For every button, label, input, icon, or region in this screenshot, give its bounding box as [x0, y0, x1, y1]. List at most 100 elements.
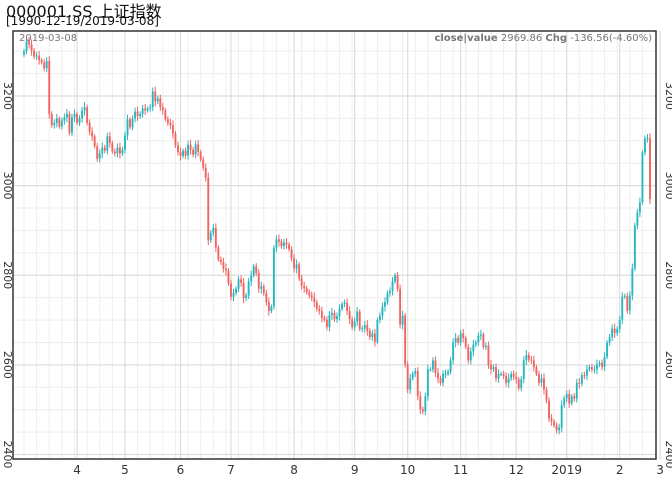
candle-body	[505, 376, 508, 383]
candle-body	[265, 293, 268, 303]
candle-body	[308, 292, 311, 296]
value-readout: close|value 2969.86 Chg -136.56(-4.60%)	[434, 33, 652, 44]
candle-body	[88, 122, 91, 132]
candle-body	[108, 136, 111, 144]
candle-body	[121, 149, 124, 154]
candle-body	[447, 371, 450, 374]
candle-body	[530, 359, 533, 361]
candles	[23, 37, 651, 435]
candle-body	[464, 337, 467, 347]
candle-body	[177, 145, 179, 153]
candle-body	[484, 345, 487, 347]
candle-body	[520, 379, 523, 389]
candle-body	[202, 159, 205, 168]
candle-body	[197, 144, 200, 153]
candle-body	[575, 382, 578, 399]
candle-body	[285, 242, 288, 245]
candle-body	[328, 315, 331, 328]
candle-body	[212, 227, 215, 233]
candle-body	[267, 302, 270, 312]
candle-body	[601, 363, 603, 367]
y-tick-label-right: 2400	[663, 441, 672, 469]
candle-body	[495, 367, 497, 379]
candle-body	[583, 375, 586, 377]
candle-body	[38, 55, 41, 61]
candle-body	[305, 288, 308, 293]
candle-body	[325, 319, 328, 328]
x-tick-label: 9	[351, 463, 359, 477]
candle-body	[81, 110, 84, 119]
candle-body	[164, 110, 167, 120]
candle-body	[227, 270, 230, 284]
candle-body	[204, 167, 207, 178]
candle-body	[293, 258, 296, 269]
plot-frame	[12, 30, 657, 460]
candle-body	[469, 351, 472, 361]
candle-body	[214, 227, 217, 248]
candle-body	[156, 98, 159, 102]
candle-body	[224, 268, 227, 271]
candle-body	[68, 113, 71, 133]
candle-body	[439, 378, 442, 383]
candle-body	[217, 247, 220, 260]
candle-body	[171, 125, 174, 134]
grid	[13, 31, 661, 459]
candle-body	[58, 118, 61, 127]
candle-body	[126, 119, 129, 136]
candle-body	[230, 283, 232, 297]
candle-body	[598, 363, 601, 365]
candle-body	[616, 329, 619, 334]
candle-body	[111, 143, 114, 152]
candle-body	[563, 398, 566, 406]
candle-body	[134, 111, 137, 119]
candle-body	[608, 337, 611, 343]
candle-body	[585, 369, 588, 376]
candle-body	[252, 266, 255, 276]
candle-body	[35, 55, 38, 57]
candle-body	[409, 378, 412, 390]
candle-body	[351, 319, 354, 328]
candle-body	[250, 275, 253, 282]
candle-body	[131, 118, 134, 128]
candle-body	[247, 281, 250, 296]
candle-body	[626, 295, 629, 311]
y-tick-label-left: 2400	[1, 441, 14, 469]
candle-body	[570, 396, 573, 404]
candle-body	[179, 152, 182, 157]
candle-body	[644, 138, 646, 153]
x-tick-label: 8	[290, 463, 298, 477]
candle-body	[444, 373, 447, 375]
candle-body	[500, 373, 503, 375]
candle-body	[136, 111, 139, 117]
candle-body	[366, 324, 369, 331]
candle-body	[320, 311, 323, 318]
x-tick-label: 2	[616, 463, 624, 477]
candle-body	[151, 91, 154, 108]
chart-title: 000001.SS 上证指数	[6, 2, 162, 21]
candle-body	[588, 367, 591, 370]
candle-body	[376, 320, 379, 343]
candle-body	[416, 371, 419, 397]
candle-body	[219, 259, 222, 262]
candle-body	[353, 321, 356, 328]
candle-body	[338, 308, 341, 317]
candle-body	[235, 288, 237, 294]
candle-body	[280, 241, 283, 247]
candle-body	[194, 144, 197, 155]
candle-body	[386, 293, 389, 303]
candle-body	[603, 356, 606, 367]
candle-body	[543, 378, 545, 390]
candle-body	[401, 315, 404, 325]
candle-body	[116, 147, 119, 154]
candle-body	[373, 333, 376, 343]
candle-body	[139, 113, 142, 117]
y-tick-label-right: 3000	[663, 172, 672, 200]
candle-body	[154, 91, 157, 102]
candle-body	[472, 344, 475, 352]
candle-body	[103, 147, 106, 151]
candle-body	[199, 152, 202, 160]
candle-body	[129, 119, 131, 128]
x-tick-label: 5	[121, 463, 129, 477]
candle-body	[363, 324, 366, 329]
plot-background	[13, 31, 656, 459]
